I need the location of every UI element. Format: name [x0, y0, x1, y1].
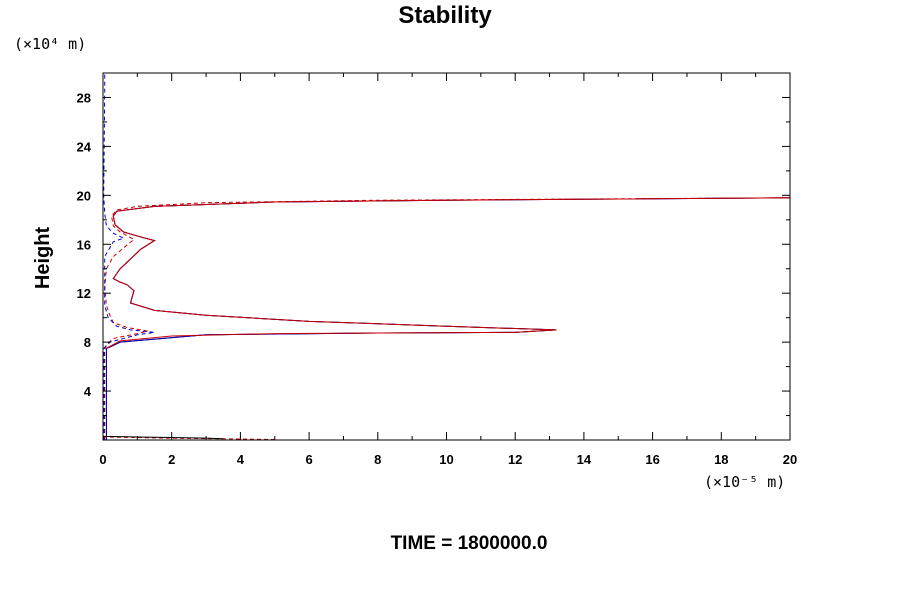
- series-line-6: [103, 436, 275, 440]
- y-tick-label: 20: [77, 188, 91, 203]
- plot-frame: [102, 72, 791, 441]
- x-tick-label: 10: [439, 452, 453, 467]
- series-line-1: [105, 197, 790, 440]
- series-line-3: [106, 197, 790, 349]
- series-line-7: [103, 435, 224, 440]
- time-label: TIME = 1800000.0: [391, 533, 548, 554]
- x-tick-label: 14: [577, 452, 592, 467]
- x-tick-label: 4: [237, 452, 245, 467]
- x-tick-label: 18: [714, 452, 728, 467]
- series-layer: [103, 73, 790, 440]
- y-axis-label: Height: [32, 227, 54, 290]
- y-tick-label: 12: [77, 286, 91, 301]
- chart-title: Stability: [398, 2, 492, 29]
- x-tick-label: 8: [374, 452, 381, 467]
- y-tick-label: 28: [77, 90, 91, 105]
- series-line-5: [103, 73, 155, 440]
- y-tick-label: 4: [84, 384, 92, 399]
- x-tick-label: 20: [783, 452, 797, 467]
- y-tick-label: 16: [77, 237, 91, 252]
- x-tick-label: 16: [645, 452, 659, 467]
- x-tick-label: 6: [305, 452, 312, 467]
- y-tick-label: 8: [84, 335, 91, 350]
- x-tick-label: 2: [168, 452, 175, 467]
- x-axis-unit: (×10⁻⁵ m): [704, 473, 785, 491]
- series-line-4: [104, 197, 790, 440]
- y-tick-label: 24: [77, 139, 92, 154]
- series-line-2: [105, 197, 790, 440]
- y-axis-unit: (×10⁴ m): [14, 35, 86, 53]
- x-tick-label: 12: [508, 452, 522, 467]
- x-tick-label: 0: [99, 452, 106, 467]
